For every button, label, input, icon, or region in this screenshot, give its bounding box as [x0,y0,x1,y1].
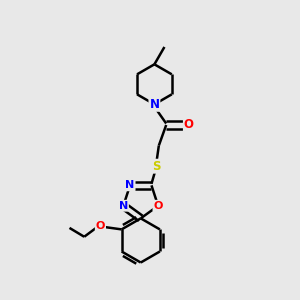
Text: O: O [96,221,105,232]
Text: O: O [153,201,163,211]
Text: O: O [184,118,194,131]
Text: S: S [152,160,160,173]
Text: N: N [149,98,159,111]
Text: N: N [125,180,135,190]
Text: N: N [119,201,128,211]
